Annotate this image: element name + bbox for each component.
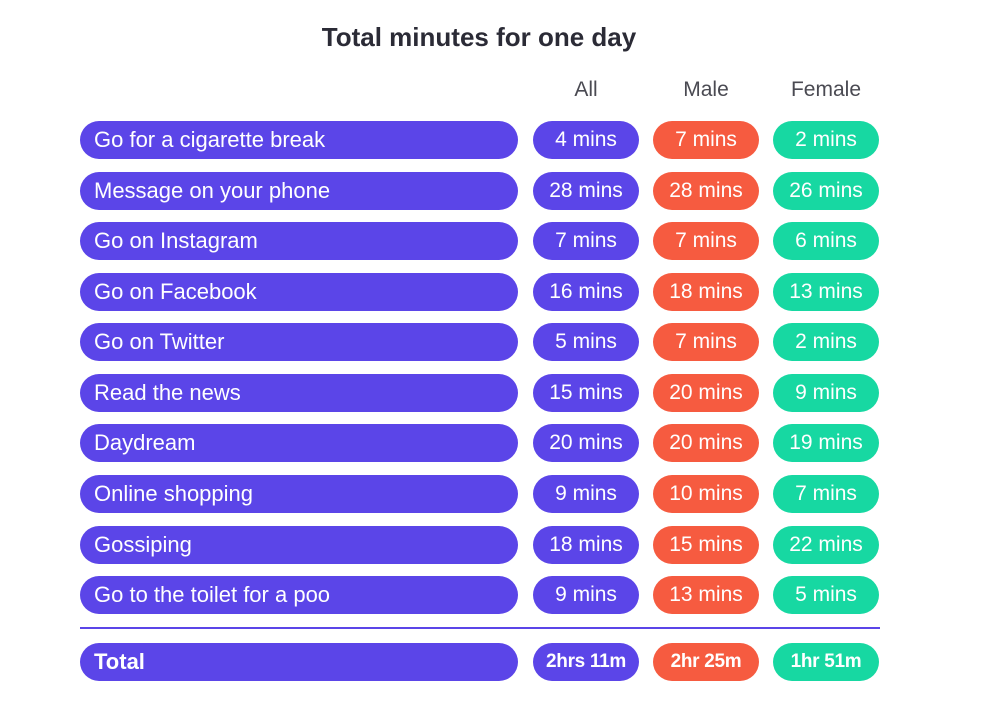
table-row: Gossiping 18 mins 15 mins 22 mins bbox=[80, 526, 880, 564]
chart-title: Total minutes for one day bbox=[321, 22, 637, 52]
total-all: 2hrs 11m bbox=[533, 643, 639, 681]
value-all: 20 mins bbox=[533, 424, 639, 462]
value-all: 15 mins bbox=[533, 374, 639, 412]
table-row: Online shopping 9 mins 10 mins 7 mins bbox=[80, 475, 880, 513]
table-row: Go for a cigarette break 4 mins 7 mins 2… bbox=[80, 121, 880, 159]
value-female: 2 mins bbox=[773, 121, 879, 159]
row-label: Go on Facebook bbox=[80, 273, 518, 311]
row-label: Daydream bbox=[80, 424, 518, 462]
table-row: Read the news 15 mins 20 mins 9 mins bbox=[80, 374, 880, 412]
value-female: 19 mins bbox=[773, 424, 879, 462]
value-all: 4 mins bbox=[533, 121, 639, 159]
row-label: Go on Twitter bbox=[80, 323, 518, 361]
total-divider bbox=[80, 627, 880, 629]
value-all: 18 mins bbox=[533, 526, 639, 564]
value-male: 20 mins bbox=[653, 424, 759, 462]
value-all: 5 mins bbox=[533, 323, 639, 361]
table-row: Go on Instagram 7 mins 7 mins 6 mins bbox=[80, 222, 880, 260]
row-label: Gossiping bbox=[80, 526, 518, 564]
row-label: Read the news bbox=[80, 374, 518, 412]
value-female: 5 mins bbox=[773, 576, 879, 614]
table-row: Go to the toilet for a poo 9 mins 13 min… bbox=[80, 576, 880, 614]
value-male: 7 mins bbox=[653, 323, 759, 361]
value-all: 9 mins bbox=[533, 475, 639, 513]
value-female: 2 mins bbox=[773, 323, 879, 361]
value-male: 15 mins bbox=[653, 526, 759, 564]
table-row: Message on your phone 28 mins 28 mins 26… bbox=[80, 172, 880, 210]
value-male: 7 mins bbox=[653, 121, 759, 159]
value-male: 13 mins bbox=[653, 576, 759, 614]
value-all: 9 mins bbox=[533, 576, 639, 614]
table-row: Daydream 20 mins 20 mins 19 mins bbox=[80, 424, 880, 462]
table-row: Go on Twitter 5 mins 7 mins 2 mins bbox=[80, 323, 880, 361]
row-label: Go for a cigarette break bbox=[80, 121, 518, 159]
value-male: 18 mins bbox=[653, 273, 759, 311]
value-female: 7 mins bbox=[773, 475, 879, 513]
column-header-male: Male bbox=[683, 78, 729, 101]
value-male: 20 mins bbox=[653, 374, 759, 412]
value-male: 28 mins bbox=[653, 172, 759, 210]
value-female: 22 mins bbox=[773, 526, 879, 564]
total-row: Total 2hrs 11m 2hr 25m 1hr 51m bbox=[80, 643, 880, 681]
row-label: Go on Instagram bbox=[80, 222, 518, 260]
value-female: 6 mins bbox=[773, 222, 879, 260]
value-all: 7 mins bbox=[533, 222, 639, 260]
value-male: 10 mins bbox=[653, 475, 759, 513]
table-row: Go on Facebook 16 mins 18 mins 13 mins bbox=[80, 273, 880, 311]
value-female: 13 mins bbox=[773, 273, 879, 311]
value-all: 28 mins bbox=[533, 172, 639, 210]
column-header-female: Female bbox=[790, 78, 862, 101]
total-label: Total bbox=[80, 643, 518, 681]
row-label: Online shopping bbox=[80, 475, 518, 513]
value-female: 26 mins bbox=[773, 172, 879, 210]
column-header-all: All bbox=[574, 78, 598, 101]
value-male: 7 mins bbox=[653, 222, 759, 260]
total-female: 1hr 51m bbox=[773, 643, 879, 681]
value-all: 16 mins bbox=[533, 273, 639, 311]
total-male: 2hr 25m bbox=[653, 643, 759, 681]
row-label: Message on your phone bbox=[80, 172, 518, 210]
row-label: Go to the toilet for a poo bbox=[80, 576, 518, 614]
value-female: 9 mins bbox=[773, 374, 879, 412]
